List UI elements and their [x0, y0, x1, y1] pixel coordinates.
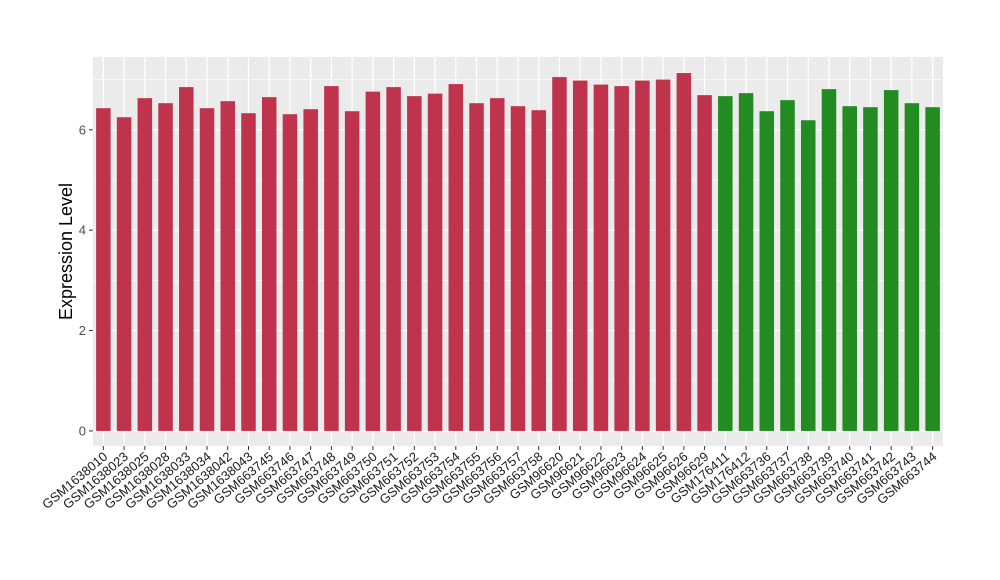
- bar-GSM663736: [759, 111, 775, 431]
- bar-GSM96621: [572, 80, 588, 431]
- bar-GSM663742: [883, 90, 899, 431]
- y-tick-label: 6: [79, 122, 86, 137]
- bar-GSM663758: [531, 110, 546, 431]
- bars: [96, 73, 940, 431]
- bar-GSM96625: [655, 79, 671, 431]
- bar-GSM663744: [925, 107, 940, 431]
- bar-GSM663743: [904, 103, 920, 431]
- bar-GSM663752: [407, 96, 422, 431]
- bar-GSM1638042: [220, 101, 236, 431]
- bar-GSM663754: [448, 84, 464, 431]
- bar-GSM96620: [552, 77, 567, 431]
- bar-GSM1638023: [116, 117, 132, 431]
- bar-GSM1638034: [199, 108, 215, 431]
- bar-GSM96626: [676, 73, 692, 431]
- bar-GSM663741: [863, 107, 878, 431]
- bar-GSM663745: [261, 97, 277, 431]
- bar-GSM176412: [738, 93, 754, 431]
- bar-GSM663753: [427, 93, 443, 431]
- x-axis: GSM1638010GSM1638023GSM1638025GSM1638028…: [39, 446, 940, 512]
- bar-GSM96623: [614, 86, 629, 431]
- bar-GSM96622: [593, 84, 609, 431]
- bar-GSM663750: [365, 91, 381, 431]
- y-tick-label: 4: [79, 223, 86, 238]
- bar-GSM96624: [635, 80, 650, 431]
- y-axis-title: Expression Level: [56, 183, 76, 320]
- bar-GSM663757: [510, 106, 526, 431]
- bar-GSM663756: [490, 98, 505, 431]
- bar-GSM1638028: [158, 103, 173, 431]
- bar-GSM663749: [344, 111, 360, 431]
- bar-GSM663740: [842, 106, 857, 431]
- bar-GSM663748: [324, 86, 339, 431]
- bar-GSM1638010: [96, 108, 111, 431]
- bar-GSM663751: [386, 87, 401, 431]
- bar-GSM663739: [821, 89, 837, 431]
- bar-GSM176411: [718, 96, 733, 431]
- bar-GSM96629: [697, 95, 712, 431]
- bar-GSM1638043: [241, 113, 256, 431]
- y-axis: 0 2 4 6: [79, 122, 93, 438]
- y-tick-label: 0: [79, 423, 86, 438]
- bar-GSM663737: [780, 100, 795, 431]
- bar-GSM663738: [800, 120, 816, 431]
- bar-GSM1638033: [179, 87, 194, 431]
- bar-GSM663747: [303, 109, 318, 431]
- bar-GSM1638025: [137, 98, 153, 431]
- y-tick-label: 2: [79, 323, 86, 338]
- bar-GSM663746: [282, 114, 298, 431]
- bar-GSM663755: [469, 103, 484, 431]
